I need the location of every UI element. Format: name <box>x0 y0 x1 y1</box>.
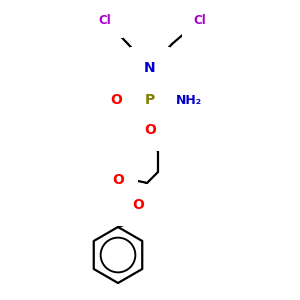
Text: O: O <box>112 173 124 187</box>
Text: P: P <box>145 93 155 107</box>
Text: O: O <box>110 93 122 107</box>
Text: O: O <box>144 123 156 137</box>
Text: O: O <box>132 198 144 212</box>
Text: Cl: Cl <box>99 14 111 26</box>
Text: Cl: Cl <box>194 14 206 26</box>
Text: NH₂: NH₂ <box>176 94 202 106</box>
Text: N: N <box>144 61 156 75</box>
